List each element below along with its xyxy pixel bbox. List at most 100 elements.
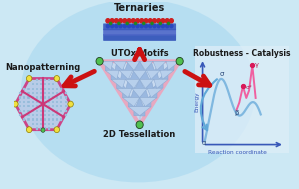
FancyBboxPatch shape [103, 34, 176, 41]
Text: Nanopatterning: Nanopatterning [5, 63, 81, 72]
Bar [36, 105, 38, 108]
Bar [56, 119, 58, 121]
Polygon shape [105, 70, 119, 79]
Text: Reaction coordinate: Reaction coordinate [208, 150, 267, 156]
Bar [19, 101, 21, 103]
Bar [65, 114, 67, 116]
Bar [36, 79, 38, 81]
Polygon shape [105, 61, 115, 70]
Bar [36, 96, 38, 99]
Bar [40, 101, 42, 103]
Polygon shape [136, 98, 144, 107]
Bar [48, 123, 50, 125]
Polygon shape [100, 61, 180, 125]
Circle shape [115, 24, 118, 28]
Circle shape [157, 24, 160, 28]
Bar [44, 119, 46, 121]
Polygon shape [111, 70, 120, 79]
Bar [36, 88, 38, 90]
Text: γ: γ [254, 62, 258, 68]
Polygon shape [153, 61, 166, 70]
Circle shape [140, 24, 143, 28]
Bar [56, 88, 58, 90]
Bar [23, 110, 25, 112]
Bar [48, 105, 50, 108]
Bar [28, 119, 30, 121]
Polygon shape [148, 88, 157, 98]
Circle shape [119, 19, 123, 23]
FancyBboxPatch shape [195, 46, 289, 153]
Text: Ternaries: Ternaries [114, 3, 165, 13]
Circle shape [140, 19, 144, 23]
Bar [60, 114, 62, 116]
Bar [44, 101, 46, 103]
Bar [28, 101, 30, 103]
Polygon shape [100, 61, 113, 70]
Text: Energy: Energy [195, 91, 200, 112]
Bar [36, 92, 38, 94]
Circle shape [13, 101, 18, 107]
Bar [28, 92, 30, 94]
Circle shape [96, 57, 103, 65]
Polygon shape [15, 78, 71, 130]
Bar [44, 92, 46, 94]
Polygon shape [135, 61, 144, 70]
Bar [32, 88, 34, 90]
Text: β: β [234, 110, 239, 116]
Bar [40, 110, 42, 112]
Polygon shape [160, 70, 174, 79]
Circle shape [118, 22, 120, 25]
Polygon shape [131, 88, 140, 98]
Bar [48, 101, 50, 103]
Bar [56, 96, 58, 99]
Circle shape [135, 22, 137, 25]
Polygon shape [113, 61, 126, 70]
Bar [44, 114, 46, 116]
Bar [19, 105, 21, 108]
Bar [52, 92, 54, 94]
Bar [44, 96, 46, 99]
Bar [65, 92, 67, 94]
Circle shape [136, 121, 143, 129]
Polygon shape [147, 88, 162, 98]
Polygon shape [153, 79, 162, 88]
Polygon shape [111, 79, 125, 88]
Polygon shape [140, 79, 154, 88]
Text: 2D Tessellation: 2D Tessellation [103, 130, 176, 139]
Bar [48, 110, 50, 112]
Text: σ: σ [219, 71, 224, 77]
Polygon shape [140, 88, 148, 98]
Bar [28, 96, 30, 99]
Bar [32, 96, 34, 99]
Bar [19, 92, 21, 94]
Bar [23, 88, 25, 90]
Bar [44, 110, 46, 112]
Circle shape [127, 24, 131, 28]
Circle shape [170, 24, 173, 28]
Polygon shape [119, 70, 133, 79]
Circle shape [41, 128, 45, 132]
Circle shape [144, 19, 148, 23]
Circle shape [106, 19, 110, 23]
Circle shape [161, 19, 165, 23]
Polygon shape [126, 79, 135, 88]
Bar [36, 110, 38, 112]
Bar [40, 119, 42, 121]
Bar [32, 110, 34, 112]
Polygon shape [120, 70, 130, 79]
Bar [19, 96, 21, 99]
Polygon shape [125, 61, 135, 70]
Polygon shape [128, 98, 136, 107]
Bar [40, 105, 42, 108]
Circle shape [132, 24, 135, 28]
Polygon shape [135, 79, 144, 88]
Bar [52, 105, 54, 108]
Circle shape [131, 19, 135, 23]
Bar [40, 92, 42, 94]
Bar [65, 110, 67, 112]
Bar [23, 114, 25, 116]
Bar [65, 101, 67, 103]
Bar [60, 110, 62, 112]
Bar [36, 101, 38, 103]
Bar [32, 105, 34, 108]
